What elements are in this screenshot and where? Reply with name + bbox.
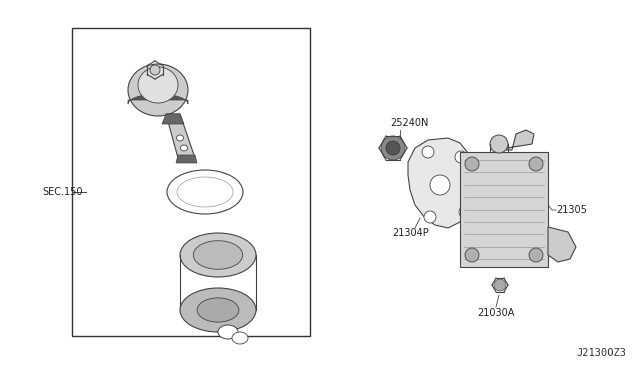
Text: 21304P: 21304P	[392, 228, 429, 238]
Ellipse shape	[465, 157, 479, 171]
Ellipse shape	[197, 298, 239, 322]
Polygon shape	[176, 155, 197, 163]
Ellipse shape	[150, 65, 160, 75]
Ellipse shape	[128, 64, 188, 116]
Polygon shape	[492, 130, 534, 150]
Bar	[460, 152, 548, 267]
Ellipse shape	[193, 241, 243, 269]
Ellipse shape	[465, 248, 479, 262]
Ellipse shape	[180, 233, 256, 277]
Text: 21030A: 21030A	[477, 308, 515, 318]
Ellipse shape	[430, 175, 450, 195]
Ellipse shape	[529, 157, 543, 171]
Polygon shape	[408, 138, 472, 228]
Polygon shape	[162, 114, 184, 124]
Polygon shape	[548, 227, 576, 262]
Ellipse shape	[180, 288, 256, 332]
Ellipse shape	[167, 170, 243, 214]
Ellipse shape	[490, 135, 508, 153]
Text: J2130OZ3: J2130OZ3	[576, 348, 626, 358]
Ellipse shape	[180, 145, 188, 151]
Ellipse shape	[177, 177, 233, 207]
Ellipse shape	[218, 325, 238, 339]
Polygon shape	[128, 94, 188, 104]
Ellipse shape	[232, 332, 248, 344]
Ellipse shape	[459, 206, 471, 218]
Ellipse shape	[529, 248, 543, 262]
Text: 25240N: 25240N	[390, 118, 428, 128]
Ellipse shape	[386, 141, 400, 155]
Ellipse shape	[177, 135, 184, 141]
Ellipse shape	[138, 67, 178, 103]
Bar	[72, 28, 310, 336]
Ellipse shape	[422, 146, 434, 158]
Ellipse shape	[494, 279, 506, 291]
Text: 21305: 21305	[556, 205, 587, 215]
Text: SEC.150: SEC.150	[42, 187, 83, 197]
Polygon shape	[166, 114, 195, 158]
Ellipse shape	[424, 211, 436, 223]
Ellipse shape	[381, 136, 405, 160]
Ellipse shape	[455, 151, 467, 163]
